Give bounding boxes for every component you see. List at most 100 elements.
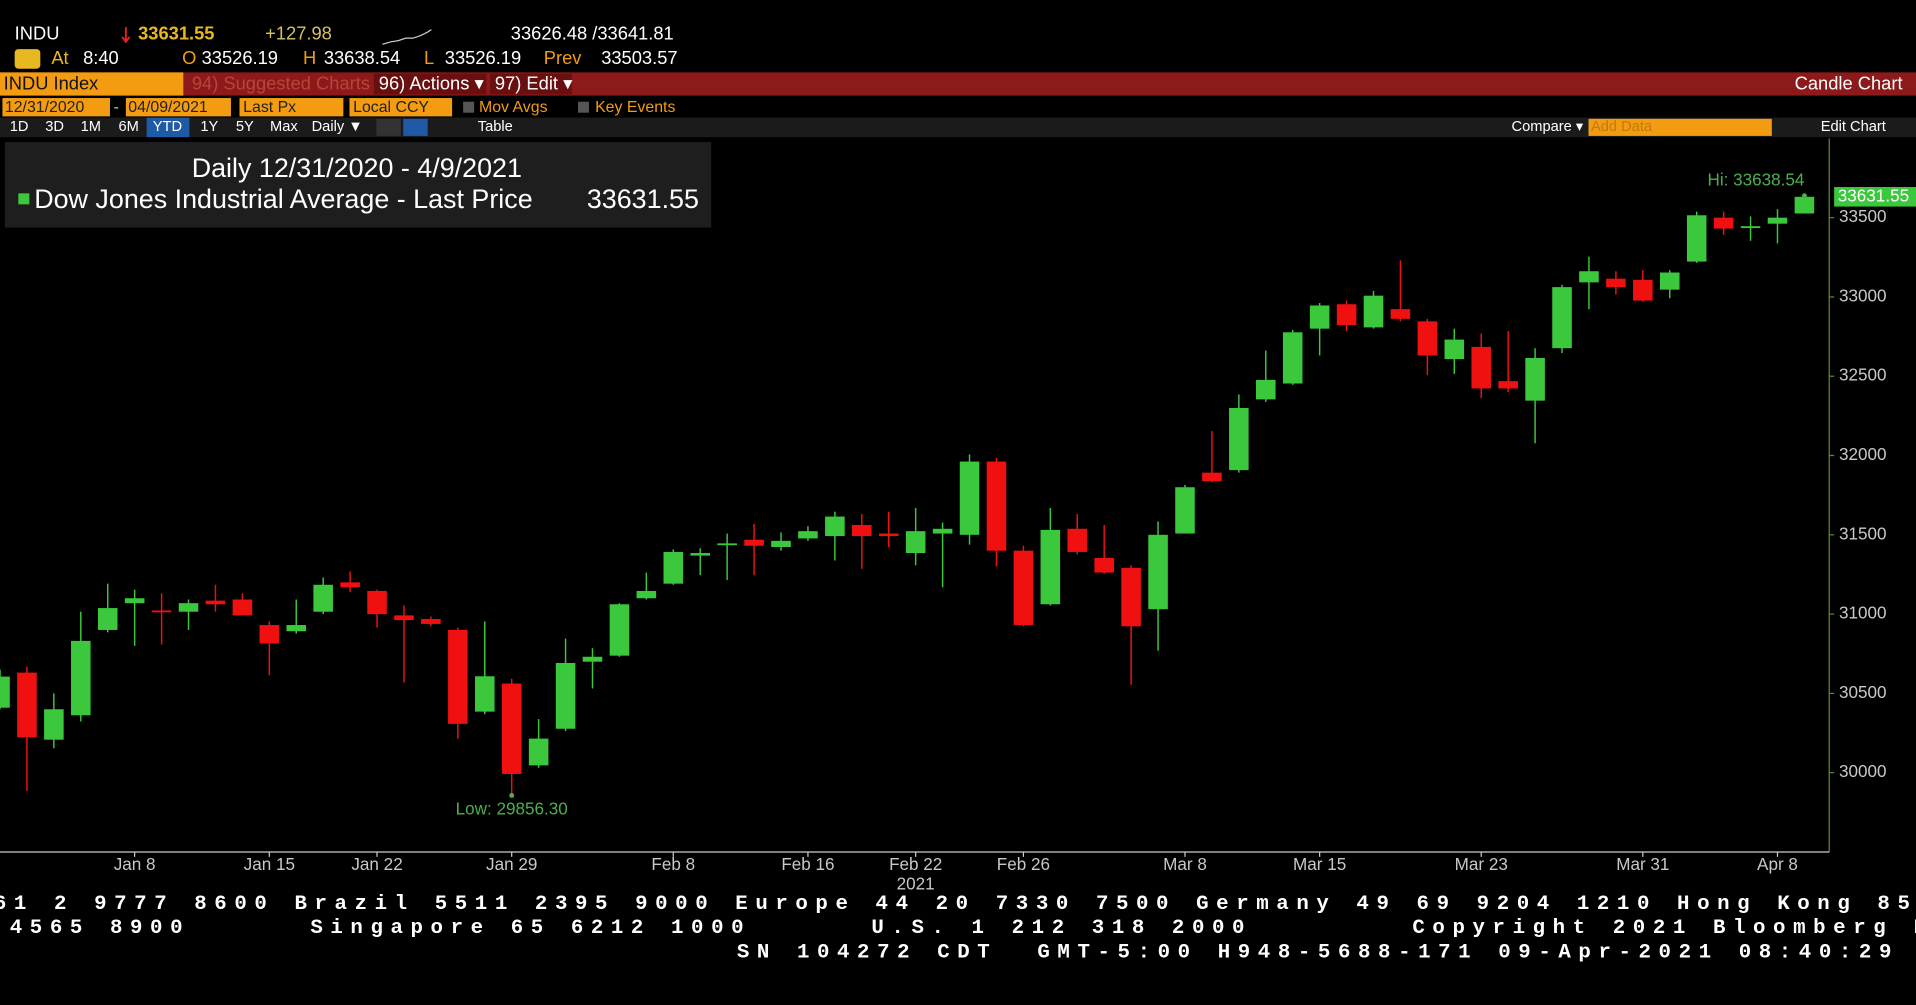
last-price: 33631.55 [138, 22, 214, 43]
x-tick-label: Feb 16 [781, 855, 834, 874]
candle-body [44, 709, 64, 740]
x-tick-label: Feb 26 [997, 855, 1050, 874]
last-price-tag [1834, 187, 1916, 207]
range-button[interactable]: 5Y [236, 119, 254, 135]
compare-menu[interactable]: Compare ▾ [1512, 119, 1584, 135]
candle-body [1229, 407, 1249, 471]
candle-body [1363, 295, 1384, 328]
net-change: +127.98 [265, 22, 332, 43]
candle-body [1659, 272, 1680, 290]
candle-body [71, 640, 91, 716]
candle-body [932, 528, 953, 534]
candle-body [609, 604, 630, 656]
prev-value: 33503.57 [601, 47, 677, 68]
candle-body [1202, 472, 1222, 482]
y-tick-label: 33000 [1839, 286, 1887, 305]
low-value: 33526.19 [445, 47, 521, 68]
high-marker [1801, 193, 1807, 199]
x-tick-label: Jan 8 [114, 855, 156, 874]
range-button[interactable]: YTD [153, 119, 182, 135]
end-date[interactable]: 04/09/2021 [128, 99, 208, 116]
high-value: 33638.54 [324, 47, 400, 68]
x-tick-label: Jan 22 [351, 855, 402, 874]
currency[interactable]: Local CCY [353, 99, 429, 116]
candle-body [744, 539, 764, 546]
period[interactable]: Daily ▼ [312, 119, 363, 135]
chart-title: Daily 12/31/2020 - 4/9/2021 [192, 153, 522, 183]
candle-body [1013, 550, 1034, 626]
x-year-label: 2021 [897, 874, 935, 893]
field-select[interactable] [239, 98, 344, 117]
candle-body [717, 543, 737, 546]
edit-chart[interactable]: Edit Chart [1821, 119, 1886, 135]
candle-body [555, 662, 576, 729]
candle-body [1633, 279, 1653, 301]
add-data[interactable]: Add Data [1591, 119, 1653, 135]
legend-entry: Dow Jones Industrial Average - Last Pric… [34, 184, 532, 214]
candle-icon[interactable] [403, 118, 428, 136]
ytd-highlight [146, 117, 190, 138]
candle-body [0, 676, 10, 708]
end-date-field[interactable] [125, 98, 231, 117]
range-button[interactable]: 1M [81, 119, 101, 135]
candle-body [178, 603, 199, 612]
suggested-charts[interactable]: 94) Suggested Charts [192, 72, 370, 93]
candle-body [1606, 278, 1626, 288]
range-button[interactable]: 3D [45, 119, 64, 135]
actions-menu[interactable]: 96) Actions ▾ [379, 72, 484, 93]
footer-line: 61 2 9777 8600 Brazil 5511 2395 9000 Eur… [0, 893, 1916, 916]
x-tick-label: Mar 15 [1293, 855, 1346, 874]
candle-body [1148, 534, 1168, 610]
table-button[interactable]: Table [478, 119, 513, 135]
ticker: INDU [15, 22, 60, 43]
candle-body [1767, 217, 1788, 224]
y-tick-label: 30000 [1839, 762, 1887, 781]
candle-body [124, 598, 145, 604]
candle-body [1067, 528, 1088, 552]
x-tick-label: Jan 15 [244, 855, 295, 874]
start-date-field[interactable] [2, 98, 110, 117]
add-data-field[interactable] [1588, 118, 1772, 136]
y-tick-label: 31000 [1839, 604, 1887, 623]
currency-select[interactable] [349, 98, 453, 117]
range-button[interactable]: 6M [119, 119, 139, 135]
y-tick-label: 31500 [1839, 524, 1887, 543]
range-button[interactable]: 1Y [200, 119, 218, 135]
candle-body [1525, 357, 1545, 401]
candle-body [259, 625, 280, 644]
candle-body [232, 599, 253, 616]
price-field[interactable]: Last Px [243, 99, 296, 116]
candle-body [151, 610, 172, 613]
range-button[interactable]: 1D [10, 119, 29, 135]
candle-body [1794, 196, 1815, 214]
settings-bar: 12/31/2020 - 04/09/2021 Last Px Local CC… [2, 98, 675, 117]
candle-body [771, 540, 791, 548]
start-date[interactable]: 12/31/2020 [5, 99, 85, 116]
candle-body [421, 619, 441, 624]
date-dash: - [114, 99, 119, 116]
candle-body [1309, 305, 1330, 329]
sparkline [382, 29, 432, 45]
candle-body [1175, 487, 1195, 534]
high-label: H [303, 47, 316, 68]
key-events[interactable]: Key Events [595, 99, 675, 116]
quote-time: 8:40 [83, 47, 119, 68]
candle-body [17, 672, 37, 738]
security-field[interactable] [0, 72, 184, 96]
candle-body [367, 590, 387, 615]
candle-body [340, 582, 360, 588]
line-icon[interactable] [376, 118, 401, 136]
key-events-checkbox[interactable] [577, 101, 589, 113]
edit-menu[interactable]: 97) Edit ▾ [495, 72, 572, 93]
mov-avgs-checkbox[interactable] [463, 101, 475, 113]
candle-body [1282, 332, 1303, 384]
candle-body [1713, 217, 1734, 229]
low-annotation: Low: 29856.30 [456, 800, 568, 819]
mov-avgs[interactable]: Mov Avgs [479, 99, 548, 116]
security[interactable]: INDU Index [4, 72, 99, 93]
range-button[interactable]: Max [270, 119, 298, 135]
bid-ask: 33626.48 /33641.81 [511, 22, 674, 43]
candle-body [1417, 321, 1438, 356]
candle-body [1498, 381, 1518, 389]
